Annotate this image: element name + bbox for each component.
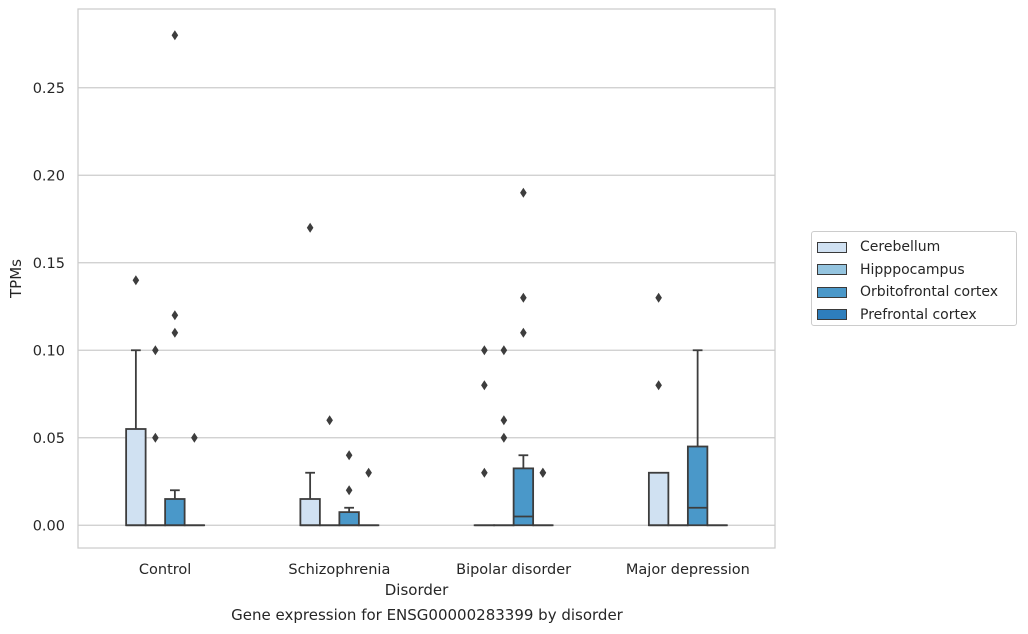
outlier-point [152, 345, 159, 356]
outlier-point [132, 275, 140, 286]
box-body [686, 445, 709, 527]
outlier-point [345, 450, 353, 461]
outlier-point [345, 485, 353, 496]
box-body [299, 498, 321, 527]
outlier-point [520, 187, 527, 198]
outlier-point [171, 30, 179, 41]
box-cerebellum [299, 222, 321, 527]
box-body [125, 428, 147, 527]
box-prefrontal-cortex [357, 467, 380, 527]
outlier-point [365, 467, 372, 478]
outlier-point [500, 432, 508, 443]
y-tick-label: 0.25 [33, 81, 65, 97]
legend-item: Cerebellum [817, 236, 1016, 259]
box-cerebellum [125, 275, 147, 527]
legend: Cerebellum Hipppocampus Orbitofrontal cort… [811, 231, 1017, 326]
y-tick-label: 0.10 [33, 343, 65, 359]
outlier-point [171, 310, 179, 321]
legend-swatch [817, 286, 847, 298]
x-axis-label: Disorder [385, 581, 449, 599]
outlier-point [152, 432, 159, 443]
box-cerebellum [473, 345, 496, 527]
y-tick-label: 0.05 [33, 431, 65, 447]
outlier-point [481, 467, 488, 478]
legend-label: Cerebellum [860, 239, 941, 256]
box-orbitofrontal-cortex [164, 30, 186, 527]
box-orbitofrontal-cortex [338, 450, 360, 527]
x-tick-label: Major depression [626, 562, 750, 578]
box-cerebellum [647, 292, 670, 527]
outlier-point [520, 292, 527, 303]
outlier-point [326, 415, 333, 426]
y-tick-label: 0.00 [33, 518, 65, 534]
outlier-point [191, 432, 198, 443]
legend-swatch [817, 241, 847, 253]
plot-area-frame [77, 8, 776, 549]
legend-item: Hipppocampus [817, 259, 1016, 282]
box-orbitofrontal-cortex [512, 187, 535, 527]
chart-caption: Gene expression for ENSG00000283399 by d… [231, 606, 623, 624]
outlier-point [500, 345, 508, 356]
box-hipppocampus [144, 345, 167, 527]
legend-swatch [817, 309, 847, 321]
y-axis-label: TPMs [7, 259, 25, 299]
outlier-point [539, 467, 547, 478]
x-tick-label: Bipolar disorder [456, 562, 571, 578]
box-prefrontal-cortex [183, 432, 206, 527]
box-prefrontal-cortex [532, 467, 554, 527]
box-hipppocampus [318, 415, 341, 527]
legend-label: Orbitofrontal cortex [860, 284, 998, 301]
box-body [164, 498, 186, 527]
outlier-point [481, 380, 488, 391]
outlier-point [171, 327, 179, 338]
outlier-point [306, 222, 314, 233]
box-body [647, 471, 670, 527]
outlier-point [655, 380, 662, 391]
legend-item: Orbitofrontal cortex [817, 281, 1016, 304]
box-hipppocampus [493, 345, 515, 527]
box-orbitofrontal-cortex [686, 349, 709, 527]
box-body [338, 511, 360, 527]
legend-item: Prefrontal cortex [817, 304, 1016, 327]
y-tick-label: 0.20 [33, 168, 65, 184]
box-body [512, 467, 535, 527]
legend-swatch [817, 264, 847, 276]
outlier-point [481, 345, 488, 356]
legend-label: Prefrontal cortex [860, 306, 977, 323]
outlier-point [520, 327, 527, 338]
outlier-point [655, 292, 662, 303]
y-tick-label: 0.15 [33, 256, 65, 272]
outlier-point [500, 415, 508, 426]
legend-label: Hipppocampus [860, 261, 965, 278]
x-tick-label: Control [139, 562, 191, 578]
x-tick-label: Schizophrenia [288, 562, 390, 578]
